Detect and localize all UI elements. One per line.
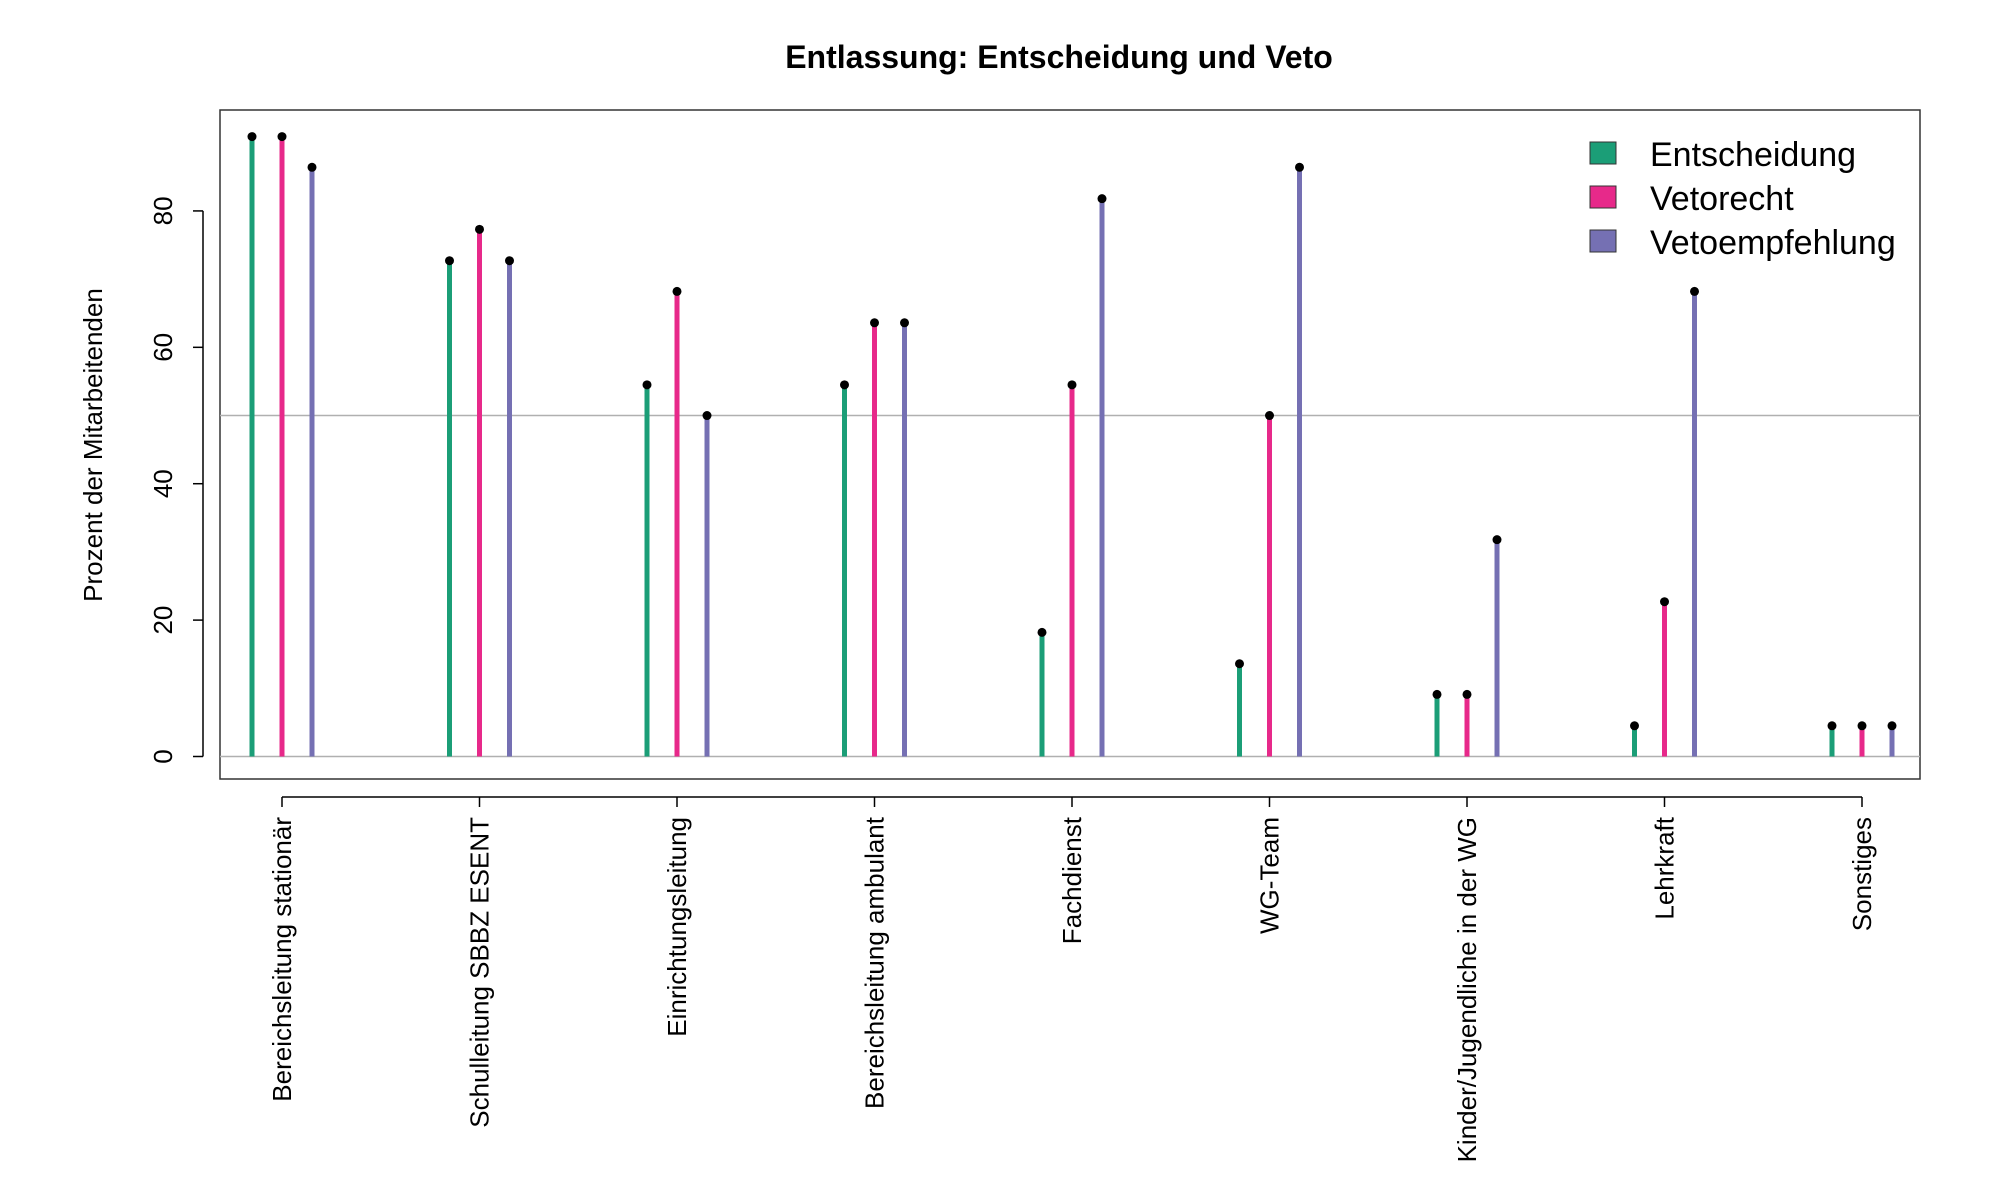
legend-label: Entscheidung (1650, 136, 1856, 174)
lollipop-point (642, 380, 652, 390)
lollipop-point (1265, 411, 1274, 421)
chart-title: Entlassung: Entscheidung und Veto (785, 39, 1333, 75)
lollipop-point (900, 318, 909, 328)
lollipop-point (1660, 597, 1669, 607)
y-tick-label: 80 (148, 196, 178, 225)
legend: Entscheidung Vetorecht Vetoempfehlung (1589, 136, 1896, 262)
x-tick-label: Fachdienst (1057, 816, 1087, 944)
lollipop-point (1235, 659, 1244, 669)
y-tick-label: 40 (148, 469, 178, 498)
lollipop-point (475, 224, 484, 234)
legend-label: Vetoempfehlung (1650, 224, 1896, 262)
legend-swatch (1589, 185, 1617, 209)
lollipop-point (1097, 194, 1107, 204)
legend-label: Vetorecht (1650, 180, 1794, 218)
x-tick-label: Kinder/Jugendliche in der WG (1452, 817, 1482, 1162)
x-tick-label: Bereichsleitung stationär (267, 817, 297, 1102)
x-tick-label: Lehrkraft (1650, 816, 1680, 919)
x-tick-label: Schulleitung SBBZ ESENT (465, 817, 495, 1128)
lollipop-point (1432, 689, 1442, 699)
lollipop-point (1037, 627, 1047, 637)
plot-layer: 0 20 40 60 80 Bereichsleitung stationär Schull… (148, 132, 1920, 1162)
lollipop-point (445, 256, 454, 266)
lollipop-point (1857, 721, 1867, 731)
lollipop-point (247, 132, 257, 142)
lollipop-point (702, 411, 712, 421)
y-tick-label: 20 (148, 606, 178, 635)
x-tick-label: Einrichtungsleitung (662, 817, 692, 1037)
x-tick-label: WG-Team (1255, 817, 1285, 934)
lollipop-point (1492, 535, 1502, 545)
lollipop-point (1295, 162, 1304, 172)
y-axis-label: Prozent der Mitarbeitenden (78, 288, 108, 602)
lollipop-point (505, 256, 514, 266)
lollipop-point (672, 286, 682, 296)
y-tick-label: 0 (148, 749, 178, 763)
lollipop-point (840, 380, 849, 390)
lollipop-point (1462, 689, 1472, 699)
lollipop-point (870, 318, 879, 328)
plot-frame (219, 109, 1921, 780)
lollipop-point (1067, 380, 1077, 390)
x-tick-label: Bereichsleitung ambulant (860, 816, 890, 1109)
y-tick-label: 60 (148, 333, 178, 362)
lollipop-point (277, 132, 287, 142)
legend-swatch (1589, 141, 1617, 165)
legend-swatch (1589, 229, 1617, 253)
lollipop-point (1690, 286, 1699, 296)
x-tick-label: Sonstiges (1847, 817, 1877, 931)
lollipop-point (1630, 721, 1639, 731)
lollipop-point (1827, 721, 1837, 731)
lollipop-point (1887, 721, 1897, 731)
lollipop-point (307, 162, 317, 172)
